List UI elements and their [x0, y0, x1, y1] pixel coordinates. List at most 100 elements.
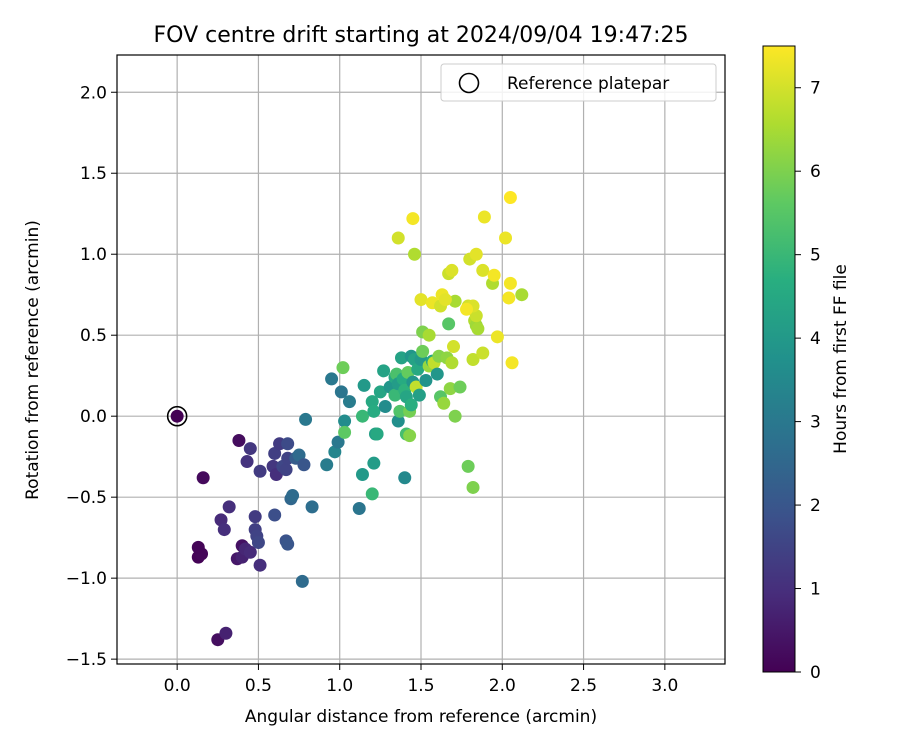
data-point: [334, 385, 348, 399]
x-tick-label: 0.5: [245, 676, 272, 696]
data-point: [476, 263, 490, 277]
y-tick-label: −1.5: [66, 650, 107, 670]
data-point: [447, 340, 461, 354]
data-point: [430, 367, 444, 381]
data-point: [419, 374, 433, 388]
data-point: [281, 437, 295, 451]
colorbar-ticks: 0 1 2 3 4 5 6 7: [795, 79, 821, 683]
data-point: [219, 626, 233, 640]
data-point: [286, 489, 300, 503]
data-point: [503, 276, 517, 290]
colorbar-tick-label: 7: [810, 79, 821, 99]
data-point: [370, 427, 384, 441]
data-point: [367, 456, 381, 470]
data-point: [437, 396, 451, 410]
data-point: [471, 322, 485, 336]
data-point: [325, 372, 339, 386]
legend: Reference platepar: [440, 63, 717, 102]
data-point: [398, 471, 412, 485]
y-tick-label: 1.0: [80, 245, 107, 265]
data-point: [503, 191, 517, 205]
colorbar: 0 1 2 3 4 5 6 7 Hours from first FF file: [762, 45, 851, 683]
data-point: [222, 500, 236, 514]
data-point: [342, 395, 356, 409]
data-point: [292, 448, 306, 462]
data-point: [453, 380, 467, 394]
colorbar-tick-label: 0: [810, 663, 821, 683]
y-tick-label: 0.5: [80, 326, 107, 346]
legend-box: [440, 63, 717, 102]
y-tick-label: 2.0: [80, 83, 107, 103]
data-point: [499, 231, 513, 245]
y-axis-ticks: −1.5 −1.0 −0.5 0.0 0.5 1.0 1.5 2.0: [66, 83, 117, 670]
data-point: [391, 231, 405, 245]
data-point: [305, 500, 319, 514]
data-point: [448, 294, 462, 308]
data-point: [365, 487, 379, 501]
data-point: [240, 455, 254, 469]
data-point: [268, 446, 282, 460]
data-point: [401, 365, 415, 379]
data-point: [299, 412, 313, 426]
data-point: [469, 247, 483, 261]
data-point: [196, 471, 210, 485]
x-tick-label: 2.0: [489, 676, 516, 696]
data-points: [191, 191, 529, 647]
y-tick-label: −1.0: [66, 569, 107, 589]
data-point: [253, 464, 267, 478]
data-point: [476, 346, 490, 360]
data-point: [336, 361, 350, 375]
data-point: [412, 388, 426, 402]
data-point: [251, 536, 265, 550]
data-point: [460, 302, 474, 316]
data-point: [352, 502, 366, 516]
data-point: [445, 356, 459, 370]
colorbar-tick-label: 3: [810, 413, 821, 433]
y-tick-label: 1.5: [80, 164, 107, 184]
data-point: [248, 510, 262, 524]
data-point: [406, 212, 420, 226]
data-point: [422, 328, 436, 342]
colorbar-tick-label: 4: [810, 329, 821, 349]
data-point: [338, 414, 352, 428]
data-point: [505, 356, 519, 370]
x-tick-label: 1.5: [407, 676, 434, 696]
data-point: [438, 293, 452, 307]
colorbar-tick-label: 6: [810, 162, 821, 182]
y-axis-label: Rotation from reference (arcmin): [23, 220, 43, 500]
reference-marker: [166, 405, 188, 427]
data-point: [191, 540, 205, 554]
data-point: [391, 414, 405, 428]
reference-ring: [166, 405, 188, 427]
data-point: [355, 467, 369, 481]
data-point: [279, 463, 293, 477]
data-point: [477, 210, 491, 224]
data-point: [373, 385, 387, 399]
data-point: [403, 429, 417, 443]
y-tick-label: −0.5: [66, 488, 107, 508]
data-point: [243, 545, 257, 559]
colorbar-tick-label: 1: [810, 580, 821, 600]
grid-lines: [117, 55, 725, 664]
colorbar-tick-label: 5: [810, 246, 821, 266]
colorbar-tick-label: 2: [810, 496, 821, 516]
data-point: [443, 382, 457, 396]
x-axis-label: Angular distance from reference (arcmin): [245, 707, 597, 727]
data-point: [232, 433, 246, 447]
data-point: [442, 317, 456, 331]
data-point: [445, 263, 459, 277]
data-point: [268, 508, 282, 522]
data-point: [448, 409, 462, 423]
data-point: [253, 558, 267, 572]
data-point: [338, 425, 352, 439]
x-tick-label: 0.0: [164, 676, 191, 696]
data-point: [414, 293, 428, 307]
data-point: [388, 388, 402, 402]
data-point: [404, 398, 418, 412]
reference-point: [170, 409, 184, 423]
data-point: [217, 523, 231, 537]
data-point: [378, 399, 392, 413]
data-point: [297, 458, 311, 472]
data-point: [487, 268, 501, 282]
